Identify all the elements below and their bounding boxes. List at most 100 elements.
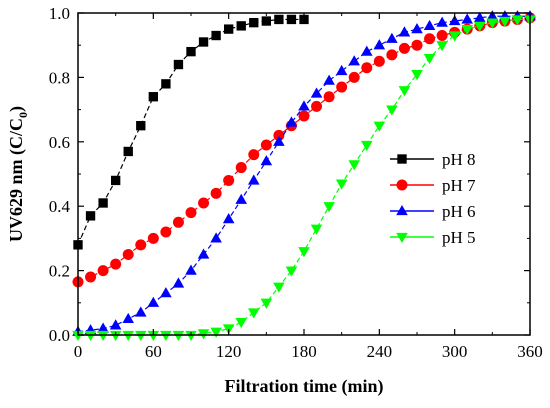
data-point (298, 100, 310, 111)
data-point (235, 162, 247, 174)
data-point (147, 330, 160, 342)
legend-label: pH 7 (442, 176, 476, 195)
data-point (323, 74, 335, 85)
data-point (373, 121, 386, 132)
data-point (423, 53, 436, 65)
data-point (235, 193, 247, 204)
data-point (109, 319, 122, 330)
data-point (173, 59, 184, 70)
plot-marks (72, 10, 536, 342)
data-point (361, 62, 373, 74)
data-point (198, 197, 210, 209)
data-point (298, 247, 310, 258)
data-point (424, 33, 436, 45)
data-point (135, 239, 147, 251)
data-point (210, 232, 222, 243)
data-point (335, 179, 348, 190)
plot-frame (77, 12, 531, 336)
data-point (249, 17, 259, 28)
data-point (84, 330, 97, 342)
data-point (499, 16, 511, 28)
data-point (336, 81, 348, 93)
data-point (286, 14, 297, 25)
x-tick-label: 300 (442, 342, 468, 361)
data-point (210, 327, 222, 338)
y-axis-title: UV629 nm (C/C0) (6, 106, 30, 242)
x-tick-label: 0 (74, 342, 83, 361)
data-point (398, 86, 411, 97)
data-point (310, 224, 323, 235)
data-point (135, 306, 147, 317)
y-axis-title-main: UV629 nm (C/C (6, 118, 27, 242)
data-point (386, 49, 398, 61)
y-tick-label: 0.8 (49, 68, 70, 87)
data-point (486, 18, 499, 29)
legend-label: pH 6 (442, 202, 476, 221)
legend-marker (397, 154, 407, 164)
legend-marker (396, 232, 408, 244)
data-point (411, 23, 423, 34)
data-point (373, 55, 385, 67)
data-point (161, 79, 171, 89)
x-axis-title: Filtration time (min) (225, 376, 384, 397)
data-point (348, 55, 360, 66)
data-point (361, 140, 373, 152)
data-point (172, 330, 185, 342)
data-point (172, 277, 185, 288)
data-point (474, 11, 486, 22)
data-point (110, 258, 122, 270)
data-point (323, 91, 335, 103)
data-point (423, 19, 436, 31)
data-point (223, 174, 235, 186)
data-point (361, 45, 373, 56)
y-tick-label: 0.0 (49, 326, 70, 345)
y-tick-label: 0.4 (49, 197, 71, 216)
data-point (448, 15, 461, 26)
data-point (274, 14, 284, 25)
data-point (148, 92, 159, 102)
data-point (160, 287, 172, 298)
data-point (461, 13, 473, 24)
data-point (123, 146, 133, 157)
data-point (186, 46, 196, 57)
legend-label: pH 8 (442, 150, 476, 169)
data-point (97, 330, 109, 342)
data-point (285, 266, 298, 277)
data-point (260, 155, 273, 166)
data-point (436, 41, 448, 52)
data-point (97, 265, 109, 277)
data-point (273, 135, 285, 146)
data-point (136, 121, 146, 131)
data-point (198, 37, 209, 47)
data-point (98, 198, 108, 208)
y-tick-label: 0.2 (49, 262, 70, 281)
data-point (122, 330, 134, 342)
data-point (211, 30, 221, 41)
x-tick-label: 360 (517, 342, 543, 361)
data-point (311, 100, 323, 112)
y-axis-title-tail: ) (6, 106, 27, 112)
data-point (273, 282, 285, 293)
data-point (260, 298, 273, 309)
data-point (398, 42, 410, 54)
data-point (511, 15, 524, 26)
data-point (222, 213, 235, 224)
series-line (77, 15, 530, 333)
data-point (135, 330, 147, 342)
series-2 (72, 10, 536, 336)
data-point (223, 24, 234, 34)
axis-ticks: 0 60 120 180 240 300 360 0.0 0.2 0.4 0.6 0.8 1.0 (49, 4, 543, 361)
data-point (386, 32, 398, 43)
data-point (172, 216, 184, 228)
data-point (436, 30, 448, 42)
data-point (335, 64, 348, 76)
series-3 (72, 15, 536, 342)
data-point (185, 264, 197, 275)
legend-label: pH 5 (442, 228, 476, 247)
y-tick-label: 1.0 (49, 4, 70, 23)
data-point (411, 70, 423, 81)
data-point (197, 248, 210, 259)
x-tick-label: 60 (145, 342, 162, 361)
data-point (436, 16, 448, 27)
data-point (411, 39, 423, 51)
